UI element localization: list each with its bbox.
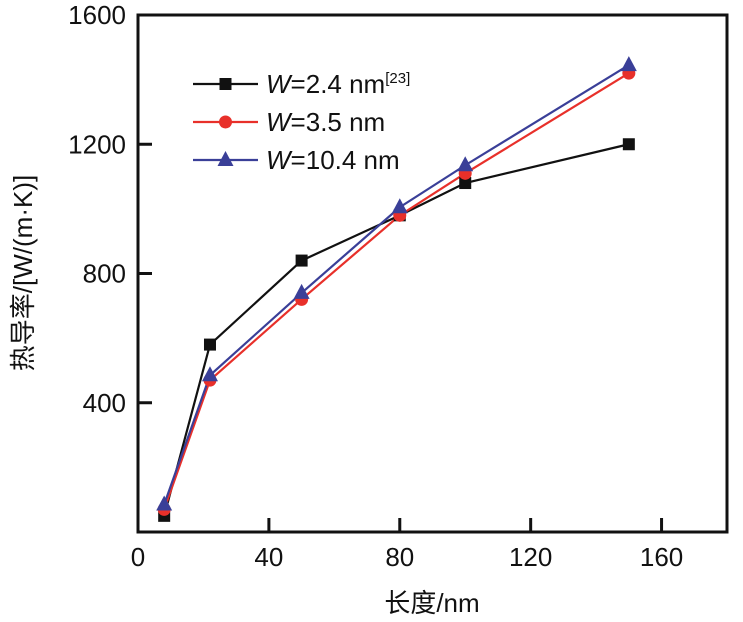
series-line-2 bbox=[163, 64, 630, 505]
y-tick-label: 1600 bbox=[68, 0, 126, 30]
data-point-series-0 bbox=[622, 138, 635, 151]
x-axis-ticks: 0 40 80 120 160 bbox=[131, 518, 683, 572]
x-tick-label: 0 bbox=[131, 542, 145, 572]
series-line-1 bbox=[163, 72, 630, 510]
data-point-series-2 bbox=[391, 198, 408, 214]
x-axis-title: 长度/nm bbox=[384, 588, 479, 618]
legend-marker-2 bbox=[217, 151, 234, 166]
data-point-series-2 bbox=[201, 366, 218, 382]
series-markers bbox=[156, 56, 637, 522]
x-tick-label: 40 bbox=[254, 542, 283, 572]
y-tick-label: 800 bbox=[83, 259, 126, 289]
x-tick-label: 80 bbox=[385, 542, 414, 572]
data-point-series-0 bbox=[459, 177, 472, 190]
y-axis-ticks: 400 800 1200 1600 bbox=[68, 0, 152, 418]
x-tick-label: 120 bbox=[509, 542, 552, 572]
plot-frame bbox=[136, 13, 729, 534]
y-tick-label: 400 bbox=[83, 388, 126, 418]
legend-label-2: W=10.4 nm bbox=[266, 145, 400, 175]
series-lines bbox=[163, 64, 630, 517]
legend-marker-0 bbox=[219, 78, 232, 90]
data-point-series-2 bbox=[620, 56, 637, 72]
data-point-series-0 bbox=[203, 338, 216, 351]
y-tick-label: 1200 bbox=[68, 129, 126, 159]
data-point-series-0 bbox=[295, 254, 308, 267]
series-line-0 bbox=[163, 143, 630, 517]
legend-marker-1 bbox=[219, 115, 232, 129]
legend-label-1: W=3.5 nm bbox=[266, 107, 385, 137]
data-point-series-2 bbox=[457, 156, 474, 172]
data-point-series-2 bbox=[293, 283, 310, 299]
x-tick-label: 160 bbox=[640, 542, 683, 572]
legend-label-0: W=2.4 nm[23] bbox=[266, 69, 410, 99]
legend: W=2.4 nm[23] W=3.5 nm W=10.4 nm bbox=[193, 69, 410, 175]
y-axis-title: 热导率/[W/(m·K)] bbox=[8, 175, 38, 371]
data-point-series-2 bbox=[156, 495, 173, 511]
